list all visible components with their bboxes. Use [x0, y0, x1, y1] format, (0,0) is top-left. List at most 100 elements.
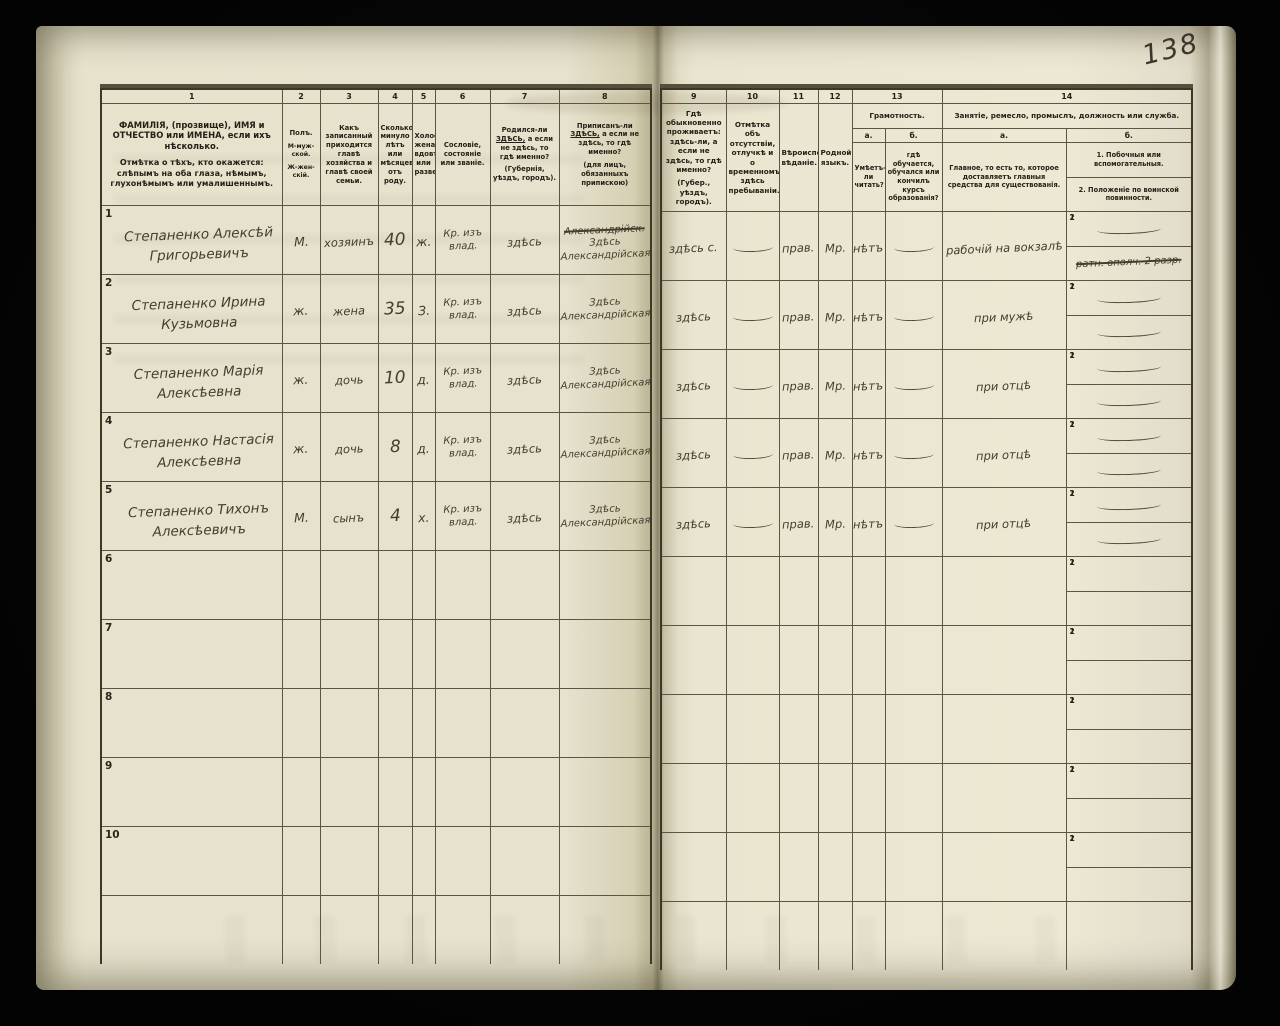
cell-marital	[411, 826, 436, 896]
cell-birthplace	[489, 757, 560, 827]
col-num: 5	[411, 88, 436, 104]
handwritten-entry: при отцѣ	[976, 446, 1032, 463]
header-occupation-main-column: Главное, то есть то, которое доставляетъ…	[941, 142, 1067, 212]
cell-residence	[660, 556, 727, 626]
cell-occupation-main	[941, 694, 1067, 764]
header-literacy-title: Грамотность.	[851, 103, 943, 129]
cell-age	[377, 688, 413, 758]
cell-name: 1 Степаненко Алексѣй Григорьевичъ	[100, 205, 283, 275]
sub-row-number: 1	[1069, 558, 1075, 567]
handwritten-entry: Кр. изъ влад.	[442, 433, 482, 459]
cell-literacy	[851, 763, 886, 833]
sub-row-number: 2	[1069, 282, 1075, 291]
row-number: 6	[105, 553, 113, 565]
cell-estate: Кр. изъ влад.	[434, 205, 491, 275]
table-edge-row	[660, 901, 1193, 970]
literacy-a-label: а.	[851, 128, 886, 143]
handwritten-entry: нѣтъ	[853, 515, 884, 532]
handwritten-entry: здѣсь	[506, 233, 543, 250]
cell-occupation-main: рабочій на вокзалѣ	[941, 211, 1067, 281]
cell-religion: прав.	[778, 487, 819, 557]
header-side-occupation: 1. Побочныя или вспомогательныя.	[1094, 151, 1164, 168]
cell-sex	[281, 757, 321, 827]
cell-sex	[281, 688, 321, 758]
handwritten-entry: прав.	[782, 515, 815, 532]
cell-relation: дочь	[319, 412, 379, 482]
cell-absence	[725, 694, 780, 764]
handwritten-entry: здѣсь	[675, 515, 712, 532]
header-sub-text-row: Умѣетъ-ли читать? гдѣ обучается, обучалс…	[661, 142, 1193, 212]
cell-estate: Кр. изъ влад.	[434, 343, 491, 413]
cell-sex	[281, 550, 321, 620]
pen-dash-mark	[732, 516, 773, 529]
cell-estate: Кр. изъ влад.	[434, 274, 491, 344]
header-relation-column: Какъ записанный приходится главѣ хозяйст…	[319, 103, 379, 206]
col-num: 14	[941, 88, 1193, 104]
cell-registration: Здѣсь Александрійская	[558, 274, 652, 344]
sub-row-number: 2	[1069, 696, 1075, 705]
cell-relation: хозяинъ	[319, 205, 379, 275]
cell-absence	[725, 349, 780, 419]
sub-row-number: 1	[1069, 282, 1075, 291]
cell-name: 9	[100, 757, 283, 827]
column-line-extension	[778, 901, 819, 970]
cell-birthplace: здѣсь	[489, 274, 560, 344]
cell-registration	[558, 550, 652, 620]
cell-age	[377, 550, 413, 620]
cell-education	[884, 487, 943, 557]
handwritten-entry: 8	[389, 436, 401, 458]
header-sex-column: Полъ. М-муж-ской. Ж-жен-скій.	[281, 103, 321, 206]
header-occupation-title: Занятіе, ремесло, промыслъ, должность ил…	[941, 103, 1193, 129]
header-registration-column: Приписанъ-ли ЗДѢСЬ, а если не здѣсь, то …	[558, 103, 652, 206]
cell-name: 3 Степаненко Марія Алексѣевна	[100, 343, 283, 413]
cell-marital	[411, 619, 436, 689]
cell-occupation-main: при мужѣ	[941, 280, 1067, 350]
header-age-column: Сколько минуло лѣтъ или мѣсяцевъ отъ род…	[377, 103, 413, 206]
cell-religion	[778, 763, 819, 833]
column-line-extension	[725, 901, 780, 970]
handwritten-entry: прав.	[782, 308, 815, 325]
row-number: 3	[105, 346, 113, 358]
row-number: 9	[105, 760, 113, 772]
cell-relation: сынъ	[319, 481, 379, 551]
cell-name: 4 Степаненко Настасія Алексѣевна	[100, 412, 283, 482]
sub-row-number: 2	[1069, 765, 1075, 774]
cell-estate	[434, 550, 491, 620]
header-military-duty: 2. Положеніе по воинской повинности.	[1067, 176, 1192, 211]
handwritten-entry: нѣтъ	[853, 446, 884, 463]
column-line-extension	[1065, 901, 1193, 970]
cell-absence	[725, 487, 780, 557]
cell-occupation-main: при отцѣ	[941, 349, 1067, 419]
cell-literacy: нѣтъ	[851, 487, 886, 557]
cell-age: 4	[377, 481, 413, 551]
side-occupation-half: 1	[1067, 558, 1191, 591]
col-num: 10	[725, 88, 780, 104]
military-duty-half: 2	[1067, 558, 1192, 625]
header-language-column: Родной языкъ.	[817, 103, 853, 212]
cell-literacy	[851, 832, 886, 902]
column-line-extension	[941, 901, 1067, 970]
cell-religion: прав.	[778, 349, 819, 419]
cell-estate	[434, 757, 491, 827]
table-row: здѣсь прав. Мр. нѣтъ при отцѣ 1 2	[660, 487, 1193, 557]
cell-sex	[281, 619, 321, 689]
military-duty-half: 2	[1067, 489, 1192, 556]
literacy-b-label: б.	[884, 128, 943, 143]
cell-education	[884, 832, 943, 902]
col-num: 11	[778, 88, 819, 104]
handwritten-entry: здѣсь	[675, 308, 712, 325]
cell-language	[817, 556, 853, 626]
handwritten-entry: 35	[383, 298, 407, 320]
pen-dash-mark	[1096, 222, 1161, 235]
census-sheet-paper: 138 1 2 3 4 5 6 7 8	[36, 26, 1236, 990]
cell-religion: прав.	[778, 211, 819, 281]
table-row: здѣсь прав. Мр. нѣтъ при отцѣ 1 2	[660, 418, 1193, 488]
handwritten-entry: здѣсь	[675, 446, 712, 463]
cell-residence: здѣсь	[660, 280, 727, 350]
census-table-left: 1 2 3 4 5 6 7 8 ФАМИЛІЯ, (прозвище), ИМЯ…	[100, 88, 652, 964]
cell-relation	[319, 688, 379, 758]
